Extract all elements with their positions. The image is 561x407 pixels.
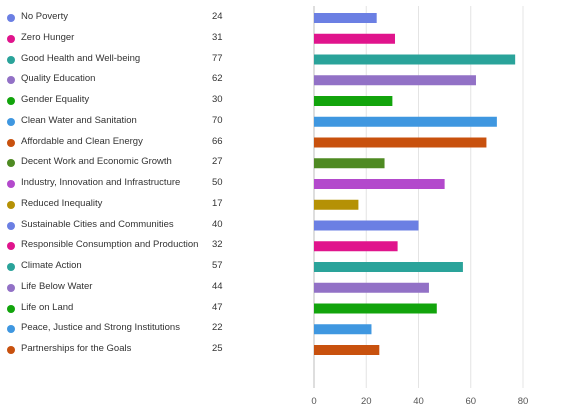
- legend-dot-icon: [7, 138, 15, 147]
- bar[interactable]: [314, 33, 395, 44]
- legend-item[interactable]: Good Health and Well-being 77: [0, 52, 300, 68]
- legend-item[interactable]: Responsible Consumption and Production 32: [0, 238, 300, 254]
- bar[interactable]: [314, 199, 359, 210]
- legend-item[interactable]: No Poverty 24: [0, 10, 300, 26]
- bar[interactable]: [314, 54, 516, 65]
- bar[interactable]: [314, 137, 487, 148]
- legend-dot-icon: [7, 97, 15, 105]
- legend-label: Life Below Water: [21, 280, 93, 292]
- legend-label: Responsible Consumption and Production: [21, 239, 199, 251]
- legend-label: Peace, Justice and Strong Institutions: [21, 322, 180, 334]
- legend-label: Partnerships for the Goals: [21, 343, 132, 354]
- legend-label: Affordable and Clean Energy: [21, 135, 143, 147]
- legend-value: 25: [212, 343, 223, 354]
- bar[interactable]: [314, 241, 398, 252]
- legend-label: Reduced Inequality: [21, 197, 103, 209]
- legend-dot-icon: [7, 325, 15, 334]
- legend-label: Decent Work and Economic Growth: [21, 156, 172, 168]
- legend-item[interactable]: Zero Hunger 31: [0, 31, 300, 47]
- legend-label: Zero Hunger: [21, 31, 75, 43]
- legend-item[interactable]: Life on Land 47: [0, 301, 300, 317]
- legend-item[interactable]: Life Below Water 44: [0, 280, 300, 296]
- legend-value: 40: [212, 218, 223, 230]
- legend-value: 57: [212, 260, 223, 271]
- legend-label: Industry, Innovation and Infrastructure: [21, 177, 181, 188]
- legend-value: 27: [212, 156, 223, 168]
- legend-dot-icon: [7, 283, 15, 292]
- legend: No Poverty 24 Zero Hunger 31 Good Health and…: [0, 10, 300, 358]
- legend-dot-icon: [7, 55, 15, 64]
- legend-item[interactable]: Industry, Innovation and Infrastructure 5…: [0, 176, 300, 192]
- legend-value: 62: [212, 73, 223, 85]
- x-tick-label: 20: [361, 396, 372, 407]
- legend-dot-icon: [7, 14, 15, 22]
- legend-value: 22: [212, 322, 223, 334]
- legend-label: Good Health and Well-being: [21, 52, 141, 64]
- legend-dot-icon: [7, 346, 15, 354]
- legend-dot-icon: [7, 304, 15, 313]
- x-tick-label: 0: [311, 396, 316, 407]
- legend-item[interactable]: Climate Action 57: [0, 259, 300, 275]
- bar[interactable]: [314, 96, 393, 106]
- bar[interactable]: [314, 116, 497, 127]
- legend-dot-icon: [7, 263, 15, 271]
- legend-label: Clean Water and Sanitation: [21, 114, 137, 126]
- bar[interactable]: [314, 345, 380, 355]
- x-tick-label: 40: [413, 396, 424, 407]
- legend-item[interactable]: Gender Equality 30: [0, 93, 300, 109]
- legend-item[interactable]: Decent Work and Economic Growth 27: [0, 155, 300, 171]
- legend-dot-icon: [7, 242, 15, 251]
- legend-value: 17: [212, 197, 223, 209]
- legend-label: Life on Land: [21, 301, 74, 313]
- bar[interactable]: [314, 13, 377, 23]
- legend-item[interactable]: Sustainable Cities and Communities 40: [0, 218, 300, 234]
- legend-item[interactable]: Peace, Justice and Strong Institutions 22: [0, 321, 300, 337]
- legend-dot-icon: [7, 76, 15, 85]
- bar[interactable]: [314, 303, 437, 314]
- bar[interactable]: [314, 324, 372, 335]
- legend-dot-icon: [7, 34, 15, 43]
- legend-dot-icon: [7, 180, 15, 188]
- legend-item[interactable]: Partnerships for the Goals 25: [0, 342, 300, 358]
- legend-value: 77: [212, 52, 223, 64]
- legend-label: Quality Education: [21, 73, 96, 85]
- bar[interactable]: [314, 220, 419, 231]
- legend-label: Sustainable Cities and Communities: [21, 218, 174, 230]
- legend-dot-icon: [7, 221, 15, 230]
- legend-item[interactable]: Reduced Inequality 17: [0, 197, 300, 213]
- bar[interactable]: [314, 262, 463, 272]
- x-tick-label: 80: [518, 396, 529, 407]
- legend-item[interactable]: Affordable and Clean Energy 66: [0, 135, 300, 151]
- legend-label: Gender Equality: [21, 94, 90, 105]
- bar[interactable]: [314, 158, 385, 169]
- legend-value: 50: [212, 177, 223, 188]
- legend-dot-icon: [7, 200, 15, 209]
- x-tick-label: 60: [465, 396, 476, 407]
- legend-value: 24: [212, 11, 223, 22]
- legend-item[interactable]: Quality Education 62: [0, 72, 300, 88]
- legend-value: 44: [212, 280, 223, 292]
- legend-item[interactable]: Clean Water and Sanitation 70: [0, 114, 300, 130]
- bar[interactable]: [314, 282, 429, 293]
- legend-value: 47: [212, 301, 223, 313]
- bar[interactable]: [314, 75, 476, 86]
- legend-value: 31: [212, 31, 223, 43]
- legend-value: 32: [212, 239, 223, 251]
- legend-label: No Poverty: [21, 11, 68, 22]
- legend-label: Climate Action: [21, 260, 82, 271]
- legend-dot-icon: [7, 117, 15, 126]
- legend-dot-icon: [7, 159, 15, 168]
- bar[interactable]: [314, 179, 445, 189]
- legend-value: 30: [212, 94, 223, 105]
- legend-value: 66: [212, 135, 223, 147]
- legend-value: 70: [212, 114, 223, 126]
